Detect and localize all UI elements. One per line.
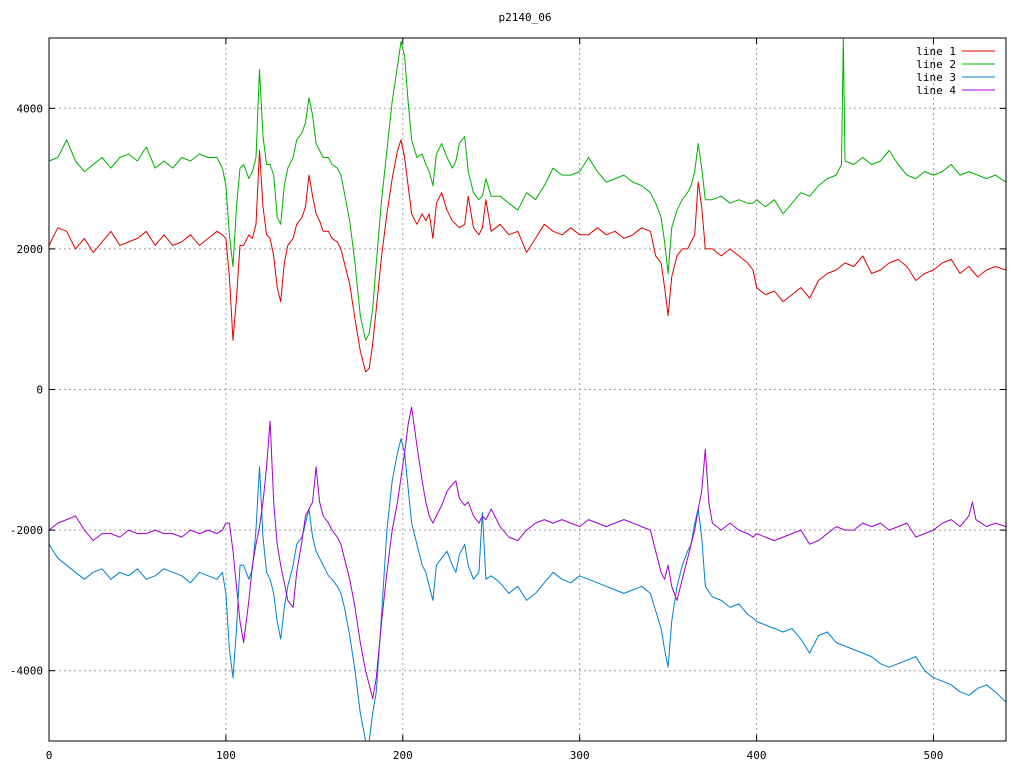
x-tick-label: 300 (570, 749, 590, 762)
x-tick-label: 200 (393, 749, 413, 762)
y-tick-label: 2000 (17, 243, 44, 256)
legend-label: line 2 (916, 58, 956, 71)
legend-label: line 4 (916, 84, 956, 97)
axis-ticks: 0 100 200 300 400 500 -4000 -2000 0 2000 4000 (10, 38, 1006, 762)
series-line-3 (49, 438, 1006, 741)
y-tick-label: 0 (36, 384, 43, 397)
x-tick-label: 400 (747, 749, 767, 762)
legend-label: line 1 (916, 45, 956, 58)
series-line-1 (49, 139, 1006, 373)
plot-series (49, 38, 1006, 741)
legend-label: line 3 (916, 71, 956, 84)
y-tick-label: 4000 (17, 102, 44, 115)
y-tick-label: -4000 (10, 665, 43, 678)
series-line-2 (49, 38, 1006, 341)
chart-title: p2140_06 (499, 11, 552, 24)
x-tick-label: 0 (46, 749, 53, 762)
y-tick-label: -2000 (10, 524, 43, 537)
x-tick-label: 100 (216, 749, 236, 762)
grid-lines (49, 38, 1006, 741)
x-tick-label: 500 (924, 749, 944, 762)
series-line-4 (49, 406, 1006, 700)
